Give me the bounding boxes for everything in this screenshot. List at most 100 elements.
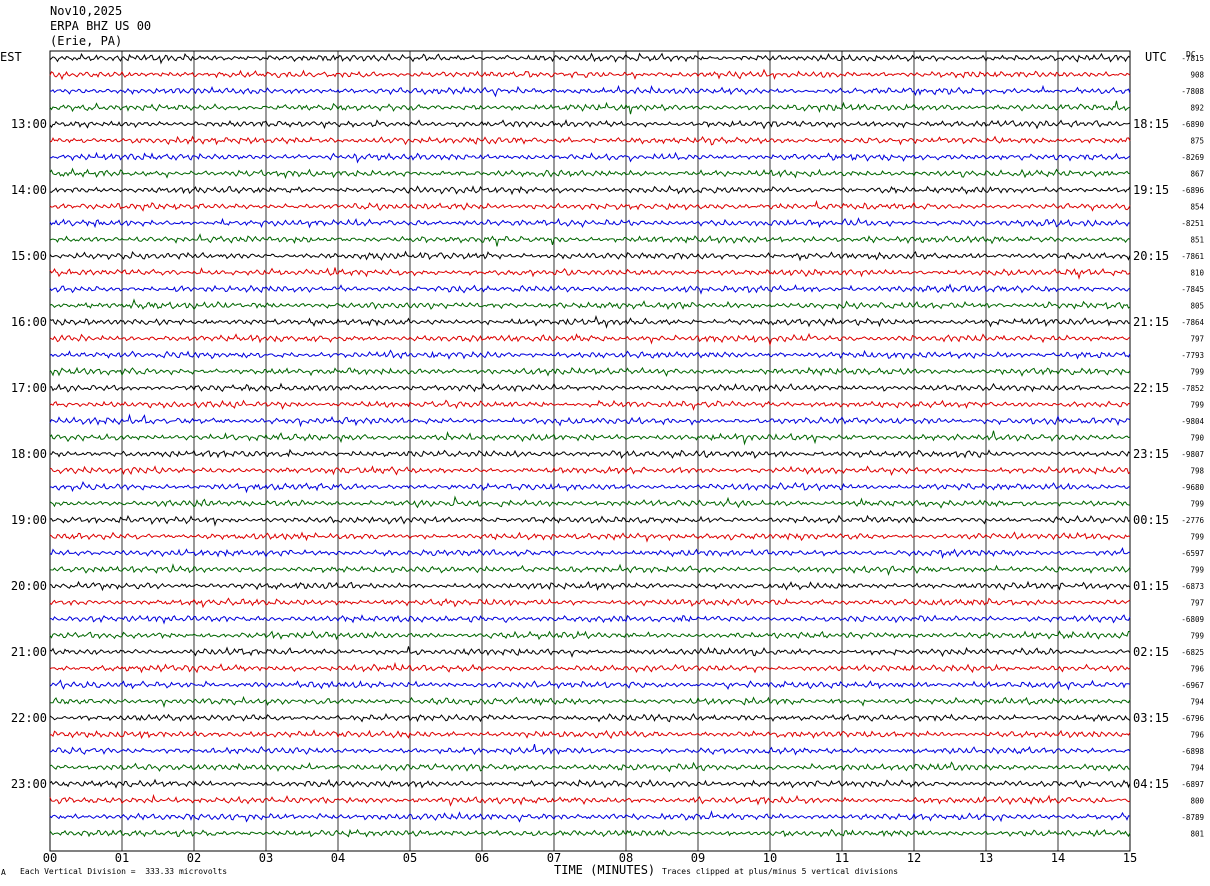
dc-offset-label: 799 xyxy=(1190,400,1204,409)
dc-offset-label: 892 xyxy=(1190,103,1204,112)
dc-offset-label: 799 xyxy=(1190,367,1204,376)
x-tick-label: 13 xyxy=(979,851,993,865)
right-hour-label: 03:15 xyxy=(1133,711,1169,725)
dc-offset-label: -6825 xyxy=(1181,648,1204,657)
dc-offset-labels: -7815 908 -7808 892 -6890 875 -8269 867 -6896 854… xyxy=(1181,54,1204,838)
dc-offset-label: -6796 xyxy=(1181,714,1204,723)
dc-offset-label: -7793 xyxy=(1181,351,1204,360)
dc-offset-label: 800 xyxy=(1190,796,1204,805)
dc-offset-label: 810 xyxy=(1190,268,1204,277)
dc-offset-label: 854 xyxy=(1190,202,1204,211)
trace-line xyxy=(49,580,1131,592)
right-hour-label: 04:15 xyxy=(1133,777,1169,791)
dc-offset-label: -7852 xyxy=(1181,384,1204,393)
trace-line xyxy=(49,778,1131,789)
x-tick-label: 09 xyxy=(691,851,705,865)
right-hour-label: 02:15 xyxy=(1133,645,1169,659)
left-hour-label: 13:00 xyxy=(11,117,47,131)
trace-line xyxy=(49,185,1131,196)
left-hour-label: 22:00 xyxy=(11,711,47,725)
x-tick-label: 03 xyxy=(259,851,273,865)
trace-line xyxy=(49,495,1131,509)
dc-offset-label: -6967 xyxy=(1181,681,1204,690)
trace-line xyxy=(49,68,1131,81)
trace-line xyxy=(49,382,1130,393)
dc-offset-label: -6897 xyxy=(1181,780,1204,789)
trace-line xyxy=(49,531,1131,543)
trace-line xyxy=(49,448,1131,459)
dc-offset-label: -9807 xyxy=(1181,450,1204,459)
x-tick-label: 02 xyxy=(187,851,201,865)
right-timezone-label: UTC xyxy=(1145,50,1167,64)
trace-line xyxy=(49,366,1131,377)
x-tick-label: 07 xyxy=(547,851,561,865)
dc-offset-label: -6890 xyxy=(1181,120,1204,129)
trace-line xyxy=(49,743,1131,756)
trace-line xyxy=(49,135,1131,146)
right-hour-labels: 18:15 19:15 20:15 21:15 22:15 23:15 00:15 01:15… xyxy=(1133,117,1169,791)
trace-line xyxy=(49,267,1131,280)
left-hour-labels: 13:00 14:00 15:00 16:00 17:00 18:00 19:00 20:00… xyxy=(11,117,47,791)
dc-offset-label: 875 xyxy=(1190,136,1204,145)
dc-offset-label: -6809 xyxy=(1181,615,1204,624)
dc-offset-label: 796 xyxy=(1190,730,1204,739)
trace-line xyxy=(49,679,1131,691)
dc-offset-label: 797 xyxy=(1190,598,1204,607)
x-tick-labels: 00 01 02 03 04 05 06 07 08 09 10 11 12 13 14 15 xyxy=(43,851,1137,865)
trace-line xyxy=(49,119,1131,130)
left-hour-label: 16:00 xyxy=(11,315,47,329)
trace-line xyxy=(49,514,1131,527)
dc-offset-label: 799 xyxy=(1190,532,1204,541)
dc-offset-label: -7845 xyxy=(1181,285,1204,294)
trace-line xyxy=(49,84,1131,98)
dc-column-label: DC xyxy=(1186,50,1196,59)
x-tick-label: 05 xyxy=(403,851,417,865)
dc-offset-label: 867 xyxy=(1190,169,1204,178)
trace-line xyxy=(49,630,1130,641)
trace-line xyxy=(49,52,1131,65)
footer-marker: A xyxy=(1,868,6,877)
trace-line xyxy=(49,828,1131,838)
station-name: ERPA BHZ US 00 xyxy=(50,19,152,33)
trace-line xyxy=(49,761,1131,773)
trace-line xyxy=(49,349,1131,360)
seismic-traces xyxy=(49,52,1131,838)
dc-offset-label: -9680 xyxy=(1181,483,1204,492)
dc-offset-label: -8251 xyxy=(1181,219,1204,228)
dc-offset-label: -6898 xyxy=(1181,747,1204,756)
dc-offset-label: 797 xyxy=(1190,334,1204,343)
right-hour-label: 21:15 xyxy=(1133,315,1169,329)
dc-offset-label: 908 xyxy=(1190,70,1204,79)
trace-line xyxy=(49,597,1131,609)
dc-offset-label: 801 xyxy=(1190,829,1204,838)
dc-offset-label: 798 xyxy=(1190,466,1204,475)
trace-line xyxy=(50,151,1131,164)
dc-offset-label: 805 xyxy=(1190,301,1204,310)
right-hour-label: 20:15 xyxy=(1133,249,1169,263)
trace-line xyxy=(49,315,1131,329)
trace-line xyxy=(49,430,1131,446)
trace-line xyxy=(49,217,1130,229)
left-hour-label: 20:00 xyxy=(11,579,47,593)
x-tick-label: 00 xyxy=(43,851,57,865)
left-hour-label: 23:00 xyxy=(11,777,47,791)
trace-line xyxy=(49,399,1131,411)
dc-offset-label: -9804 xyxy=(1181,417,1204,426)
trace-line xyxy=(49,332,1131,347)
right-hour-label: 22:15 xyxy=(1133,381,1169,395)
trace-line xyxy=(50,695,1131,709)
dc-offset-label: 799 xyxy=(1190,631,1204,640)
x-axis-label: TIME (MINUTES) xyxy=(554,863,656,877)
right-hour-label: 23:15 xyxy=(1133,447,1169,461)
trace-line xyxy=(49,546,1131,559)
trace-line xyxy=(49,413,1131,428)
x-tick-label: 01 xyxy=(115,851,129,865)
trace-line xyxy=(49,661,1131,674)
trace-line xyxy=(49,283,1131,295)
dc-offset-label: -8269 xyxy=(1181,153,1204,162)
trace-line xyxy=(49,563,1131,577)
trace-line xyxy=(49,298,1131,311)
left-hour-label: 19:00 xyxy=(11,513,47,527)
right-hour-label: 00:15 xyxy=(1133,513,1169,527)
left-hour-label: 17:00 xyxy=(11,381,47,395)
